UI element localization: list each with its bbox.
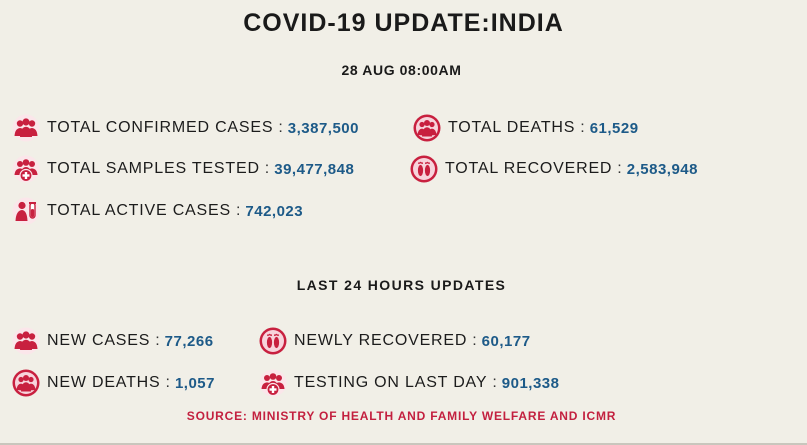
page-title: COVID-19 UPDATE:INDIA [243, 9, 564, 37]
people-circle-icon [413, 114, 441, 142]
stat-separator: : [278, 119, 283, 136]
person-test-tube-icon [12, 197, 40, 225]
stat-label: TOTAL DEATHS [448, 119, 576, 136]
stat-label: TESTING ON LAST DAY [294, 374, 488, 391]
stat-separator: : [235, 202, 241, 219]
stat-value: 61,529 [589, 119, 639, 137]
stat-label: TOTAL RECOVERED [445, 160, 613, 177]
stat-label: TOTAL SAMPLES TESTED [47, 160, 260, 177]
stat-new-deaths: NEW DEATHS : 1,057 [12, 368, 215, 398]
footprints-icon [410, 155, 438, 183]
people-medical-icon [259, 369, 287, 397]
stat-value: 60,177 [481, 332, 531, 350]
people-circle-icon [12, 369, 40, 397]
stat-value: 3,387,500 [287, 119, 359, 137]
stat-total-recovered: TOTAL RECOVERED : 2,583,948 [410, 154, 698, 184]
stat-separator: : [264, 160, 270, 177]
stat-total-tested: TOTAL SAMPLES TESTED : 39,477,848 [12, 154, 354, 184]
people-group-icon [12, 327, 40, 355]
footprints-icon [259, 327, 287, 355]
stat-separator: : [492, 374, 497, 391]
stat-label: NEWLY RECOVERED [294, 332, 468, 349]
source-attribution: SOURCE: MINISTRY OF HEALTH AND FAMILY WE… [186, 409, 617, 423]
stat-separator: : [617, 160, 622, 177]
stat-newly-recovered: NEWLY RECOVERED : 60,177 [259, 326, 531, 356]
stat-value: 2,583,948 [626, 160, 698, 178]
stat-value: 1,057 [174, 374, 215, 392]
stat-total-deaths: TOTAL DEATHS : 61,529 [413, 113, 639, 143]
stat-value: 901,338 [501, 374, 560, 392]
bottom-divider [0, 443, 807, 445]
stat-separator: : [580, 119, 585, 136]
stat-testing-last-day: TESTING ON LAST DAY : 901,338 [259, 368, 560, 398]
last-24-hours-heading: LAST 24 HOURS UPDATES [296, 277, 507, 293]
stat-value: 39,477,848 [274, 160, 355, 178]
stat-label: TOTAL CONFIRMED CASES [47, 119, 274, 136]
people-group-icon [12, 114, 40, 142]
stat-value: 77,266 [164, 332, 214, 350]
stat-new-cases: NEW CASES : 77,266 [12, 326, 214, 356]
stat-label: NEW CASES [47, 332, 151, 349]
stat-separator: : [472, 332, 477, 349]
stat-separator: : [165, 374, 170, 391]
stat-value: 742,023 [245, 202, 304, 220]
update-date: 28 AUG 08:00AM [341, 62, 462, 78]
stat-total-confirmed: TOTAL CONFIRMED CASES : 3,387,500 [12, 113, 359, 143]
people-medical-icon [12, 155, 40, 183]
stat-label: TOTAL ACTIVE CASES [47, 202, 231, 219]
stat-separator: : [155, 332, 160, 349]
stat-label: NEW DEATHS [47, 374, 161, 391]
stat-total-active: TOTAL ACTIVE CASES : 742,023 [12, 196, 303, 226]
